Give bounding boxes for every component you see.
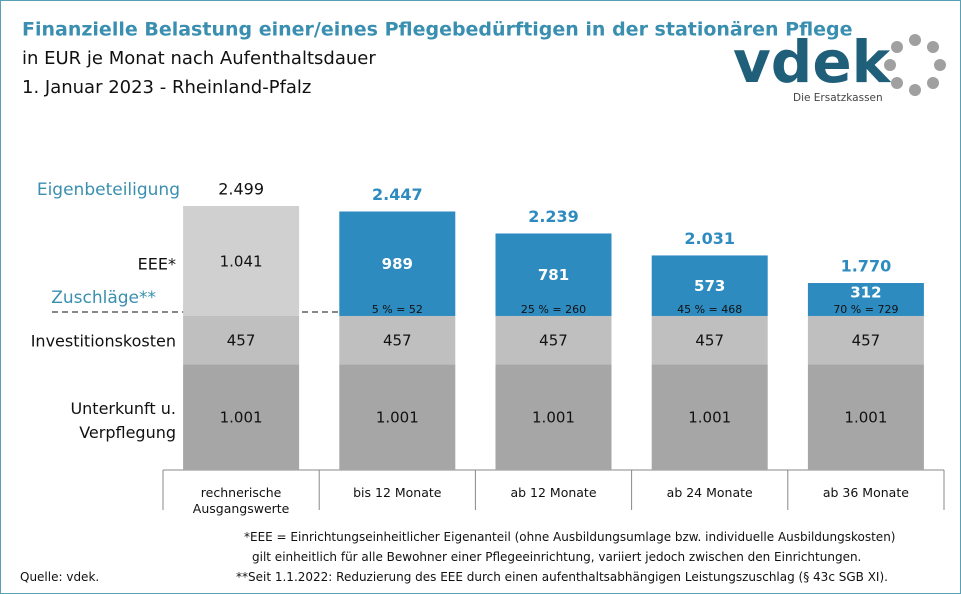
value-label: 1.001 [532,409,575,427]
bar-segment [495,364,612,470]
bar-segment [183,315,300,365]
value-label: 1.001 [376,409,419,427]
note: *EEE = Einrichtungseinheitlicher Eigenan… [244,530,896,544]
value-label: 457 [383,332,412,350]
value-label: 1.001 [844,409,887,427]
total-label: 2.031 [684,229,735,248]
series-label: EEE* [138,255,176,274]
total-label: 2.239 [528,207,579,226]
x-tick-label: ab 12 Monate [510,485,597,500]
x-tick-label: rechnerische Ausgangswerte [192,485,290,516]
series-label: Investitionskosten [31,332,176,351]
logo-tagline: Die Ersatzkassen [793,92,883,104]
total-label: 2.447 [372,185,423,204]
bar-segment [183,364,300,470]
totals-label: Eigenbeteiligung [37,180,180,200]
value-label: 457 [852,332,881,350]
value-label: 573 [694,277,725,295]
bar-segment [651,315,768,365]
bar-segment [651,364,768,470]
logo-ring [884,34,946,96]
bar-segment [807,283,924,316]
note: **Seit 1.1.2022: Reduzierung des EEE dur… [236,570,888,584]
surcharge-value: 25 % = 260 [521,303,586,316]
source: Quelle: vdek. [20,570,100,584]
bar-segment [807,315,924,365]
subtitle: 1. Januar 2023 - Rheinland-Pfalz [22,77,311,98]
note: gilt einheitlich für alle Bewohner einer… [252,550,862,564]
logo-text: vdek [733,28,892,96]
value-label: 1.001 [220,409,263,427]
value-label: 457 [227,332,256,350]
bar-segment [339,315,456,365]
surcharge-value: 5 % = 52 [372,303,423,316]
bar-segment [807,364,924,470]
bar-segment [339,211,456,316]
value-label: 1.001 [688,409,731,427]
x-tick-label: ab 24 Monate [666,485,753,500]
value-label: 312 [850,283,881,301]
subtitle: in EUR je Monat nach Aufenthaltsdauer [22,48,376,69]
bar-segment [183,206,300,316]
value-label: 457 [695,332,724,350]
surcharge-value: 45 % = 468 [677,303,742,316]
x-tick-label: bis 12 Monate [353,485,442,500]
bar-segment [495,315,612,365]
series-label: Unterkunft u. Verpflegung [70,399,176,442]
total-label: 2.499 [218,180,264,199]
value-label: 781 [538,266,569,284]
value-label: 989 [382,255,413,273]
value-label: 457 [539,332,568,350]
chart-title: Finanzielle Belastung einer/eines Pflege… [22,19,853,41]
bar-segment [339,364,456,470]
bar-segment [651,255,768,316]
surcharge-value: 70 % = 729 [833,303,898,316]
total-label: 1.770 [841,257,892,276]
x-tick-label: ab 36 Monate [822,485,909,500]
surcharge-label: Zuschläge** [51,288,156,308]
value-label: 1.041 [220,252,263,270]
bar-segment [495,233,612,316]
